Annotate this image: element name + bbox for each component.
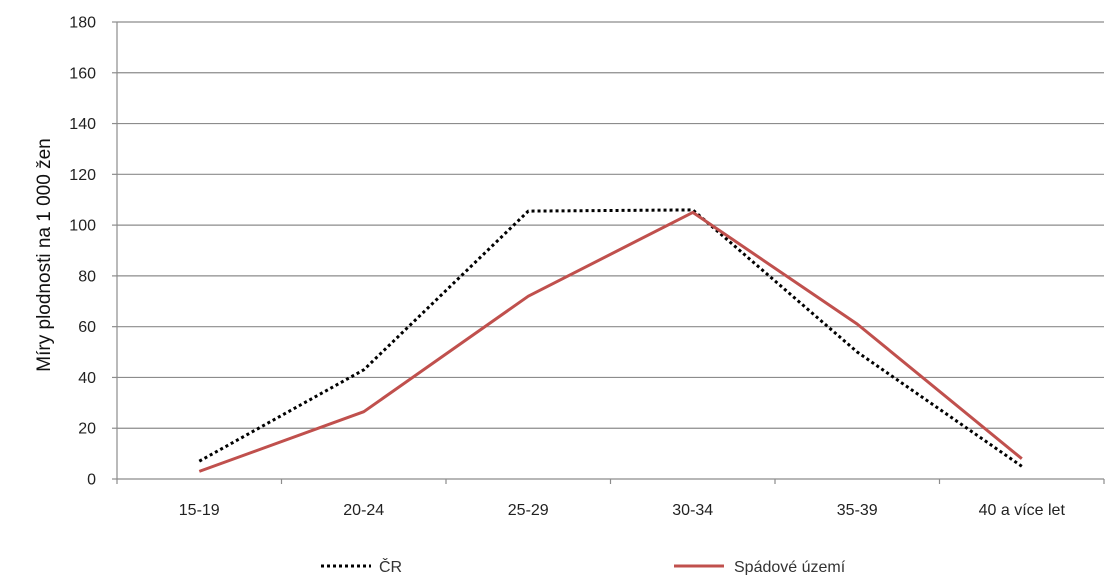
x-tick-label: 30-34 [672, 502, 713, 519]
y-tick-label: 140 [69, 116, 96, 133]
y-tick-label: 120 [69, 167, 96, 184]
y-tick-label: 80 [78, 268, 96, 285]
series-lines [199, 210, 1022, 472]
legend-label-cr: ČR [379, 557, 402, 575]
x-tick-label: 40 a více let [979, 502, 1066, 519]
x-tick-label: 15-19 [179, 502, 220, 519]
y-tick-label: 40 [78, 370, 96, 387]
x-tick-labels: 15-19 20-24 25-29 30-34 35-39 40 a více let [179, 502, 1066, 519]
axes [112, 22, 1104, 484]
y-tick-label: 100 [69, 218, 96, 235]
series-line-spadove-uzemi [199, 212, 1022, 471]
x-tick-label: 35-39 [837, 502, 878, 519]
legend-label-spadove-uzemi: Spádové území [734, 559, 846, 575]
y-tick-label: 20 [78, 421, 96, 438]
y-tick-label: 60 [78, 319, 96, 336]
x-tick-label: 20-24 [343, 502, 384, 519]
y-tick-label: 180 [69, 15, 96, 32]
y-axis-title: Míry plodnosti na 1 000 žen [34, 138, 55, 371]
y-tick-label: 0 [87, 472, 96, 489]
y-tick-labels: 0 20 40 60 80 100 120 140 160 180 [69, 15, 96, 489]
legend: ČR Spádové území [321, 557, 846, 575]
y-tick-label: 160 [69, 65, 96, 82]
x-tick-label: 25-29 [508, 502, 549, 519]
gridlines [117, 22, 1104, 428]
